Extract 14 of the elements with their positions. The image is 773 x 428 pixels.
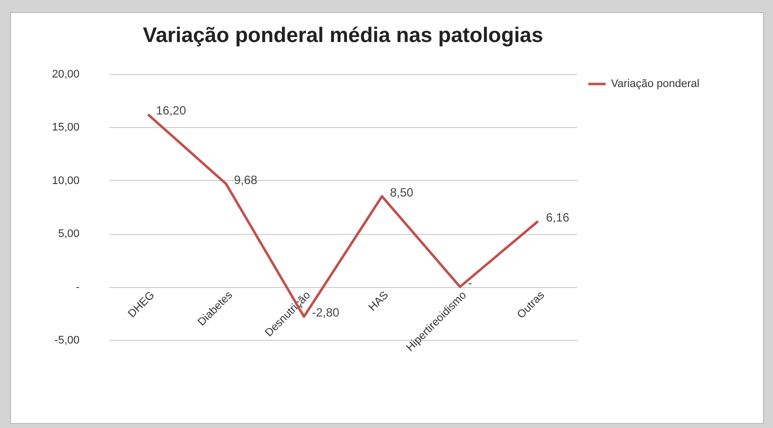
data-label: 16,20 bbox=[156, 103, 186, 118]
data-label: -2,80 bbox=[312, 306, 340, 320]
legend-label: Variação ponderal bbox=[611, 78, 700, 90]
y-tick-label: -5,00 bbox=[54, 334, 80, 346]
y-tick-label: 10,00 bbox=[52, 174, 80, 187]
data-label: 8,50 bbox=[390, 185, 414, 200]
data-label: - bbox=[468, 276, 472, 290]
y-tick-label: - bbox=[76, 281, 80, 294]
chart-title: Variação ponderal média nas patologias bbox=[142, 24, 544, 47]
data-label: 6,16 bbox=[546, 210, 570, 224]
y-tick-label: 5,00 bbox=[58, 228, 80, 240]
y-tick-label: 15,00 bbox=[52, 122, 80, 134]
y-tick-label: 20,00 bbox=[52, 68, 80, 80]
data-label: 9,68 bbox=[234, 172, 258, 187]
